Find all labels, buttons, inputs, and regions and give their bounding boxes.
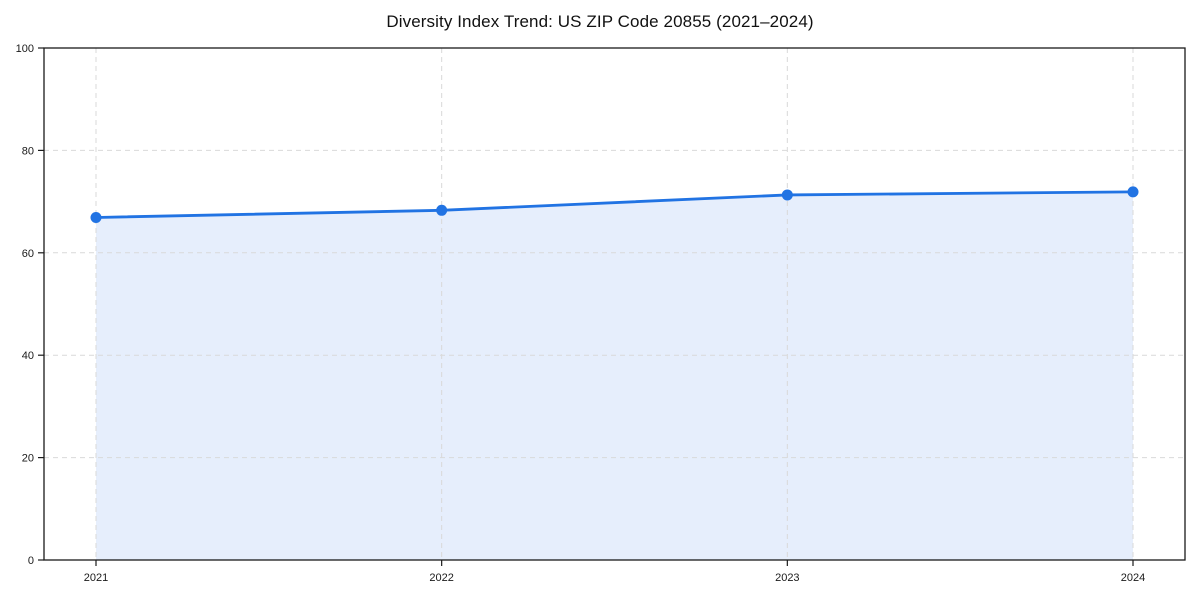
data-point-2024 (1127, 186, 1139, 198)
x-tick-label: 2021 (84, 572, 108, 584)
x-tick-label: 2024 (1121, 572, 1145, 584)
y-tick-label: 80 (22, 145, 34, 157)
y-tick-label: 20 (22, 453, 34, 465)
plot-border (43, 47, 1186, 561)
x-tick-label: 2022 (429, 572, 453, 584)
x-tick-label: 2023 (775, 572, 799, 584)
chart-title: Diversity Index Trend: US ZIP Code 20855… (386, 12, 814, 31)
data-point-2023 (781, 189, 793, 201)
y-tick-label: 60 (22, 248, 34, 260)
data-point-2021 (90, 211, 102, 223)
y-tick-label: 100 (16, 43, 34, 55)
trend-line (94, 190, 1135, 219)
y-tick-label: 0 (28, 555, 34, 567)
area-fill (96, 191, 1133, 560)
data-point-2022 (436, 204, 448, 216)
y-tick-label: 40 (22, 350, 34, 362)
